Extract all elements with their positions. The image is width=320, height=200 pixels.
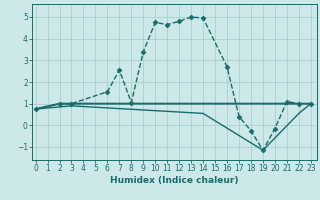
X-axis label: Humidex (Indice chaleur): Humidex (Indice chaleur) [110, 176, 239, 185]
